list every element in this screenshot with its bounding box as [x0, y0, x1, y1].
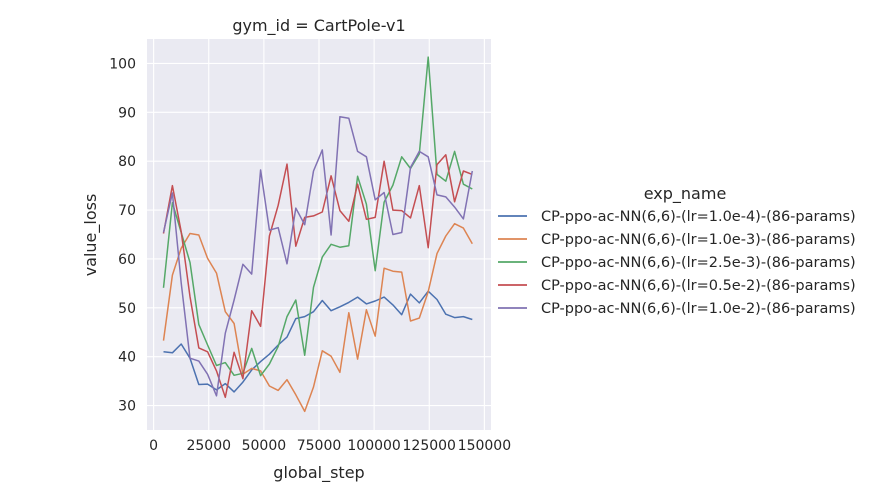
series-line-4	[162, 154, 473, 399]
grid-lines	[147, 39, 491, 430]
series-lines	[162, 56, 474, 413]
y-tick-label: 50	[118, 301, 136, 317]
x-tick-label: 25000	[186, 438, 231, 454]
x-tick-label: 75000	[297, 438, 342, 454]
y-tick-labels: 30 40 50 60 70 80 90 100	[109, 56, 136, 414]
x-axis-label: global_step	[273, 463, 364, 483]
x-tick-label: 125000	[403, 438, 456, 454]
y-tick-label: 30	[118, 399, 136, 415]
x-tick-label: 0	[149, 438, 158, 454]
chart-title: gym_id = CartPole-v1	[232, 16, 405, 36]
series-line-3	[162, 56, 473, 377]
y-tick-label: 60	[118, 252, 136, 268]
legend-title: exp_name	[644, 184, 727, 204]
y-tick-label: 100	[109, 56, 136, 72]
x-tick-label: 50000	[242, 438, 287, 454]
legend-entry: CP-ppo-ac-NN(6,6)-(lr=0.5e-2)-(86-params…	[541, 278, 856, 294]
x-tick-label: 150000	[458, 438, 511, 454]
series-line-1	[163, 290, 473, 393]
legend-entry: CP-ppo-ac-NN(6,6)-(lr=1.0e-3)-(86-params…	[541, 232, 856, 248]
y-tick-label: 80	[118, 154, 136, 170]
y-axis-label: value_loss	[81, 194, 101, 277]
series-line-2	[162, 222, 473, 413]
legend-entry: CP-ppo-ac-NN(6,6)-(lr=2.5e-3)-(86-params…	[541, 255, 856, 271]
y-tick-label: 90	[118, 105, 136, 121]
y-tick-label: 70	[118, 203, 136, 219]
legend: CP-ppo-ac-NN(6,6)-(lr=1.0e-4)-(86-params…	[498, 209, 856, 317]
legend-entry: CP-ppo-ac-NN(6,6)-(lr=1.0e-2)-(86-params…	[541, 301, 856, 317]
x-tick-labels: 0 25000 50000 75000 100000 125000 150000	[149, 438, 511, 454]
series-line-5	[162, 115, 474, 397]
legend-entry: CP-ppo-ac-NN(6,6)-(lr=1.0e-4)-(86-params…	[541, 209, 856, 225]
y-tick-label: 40	[118, 350, 136, 366]
x-tick-label: 100000	[347, 438, 400, 454]
